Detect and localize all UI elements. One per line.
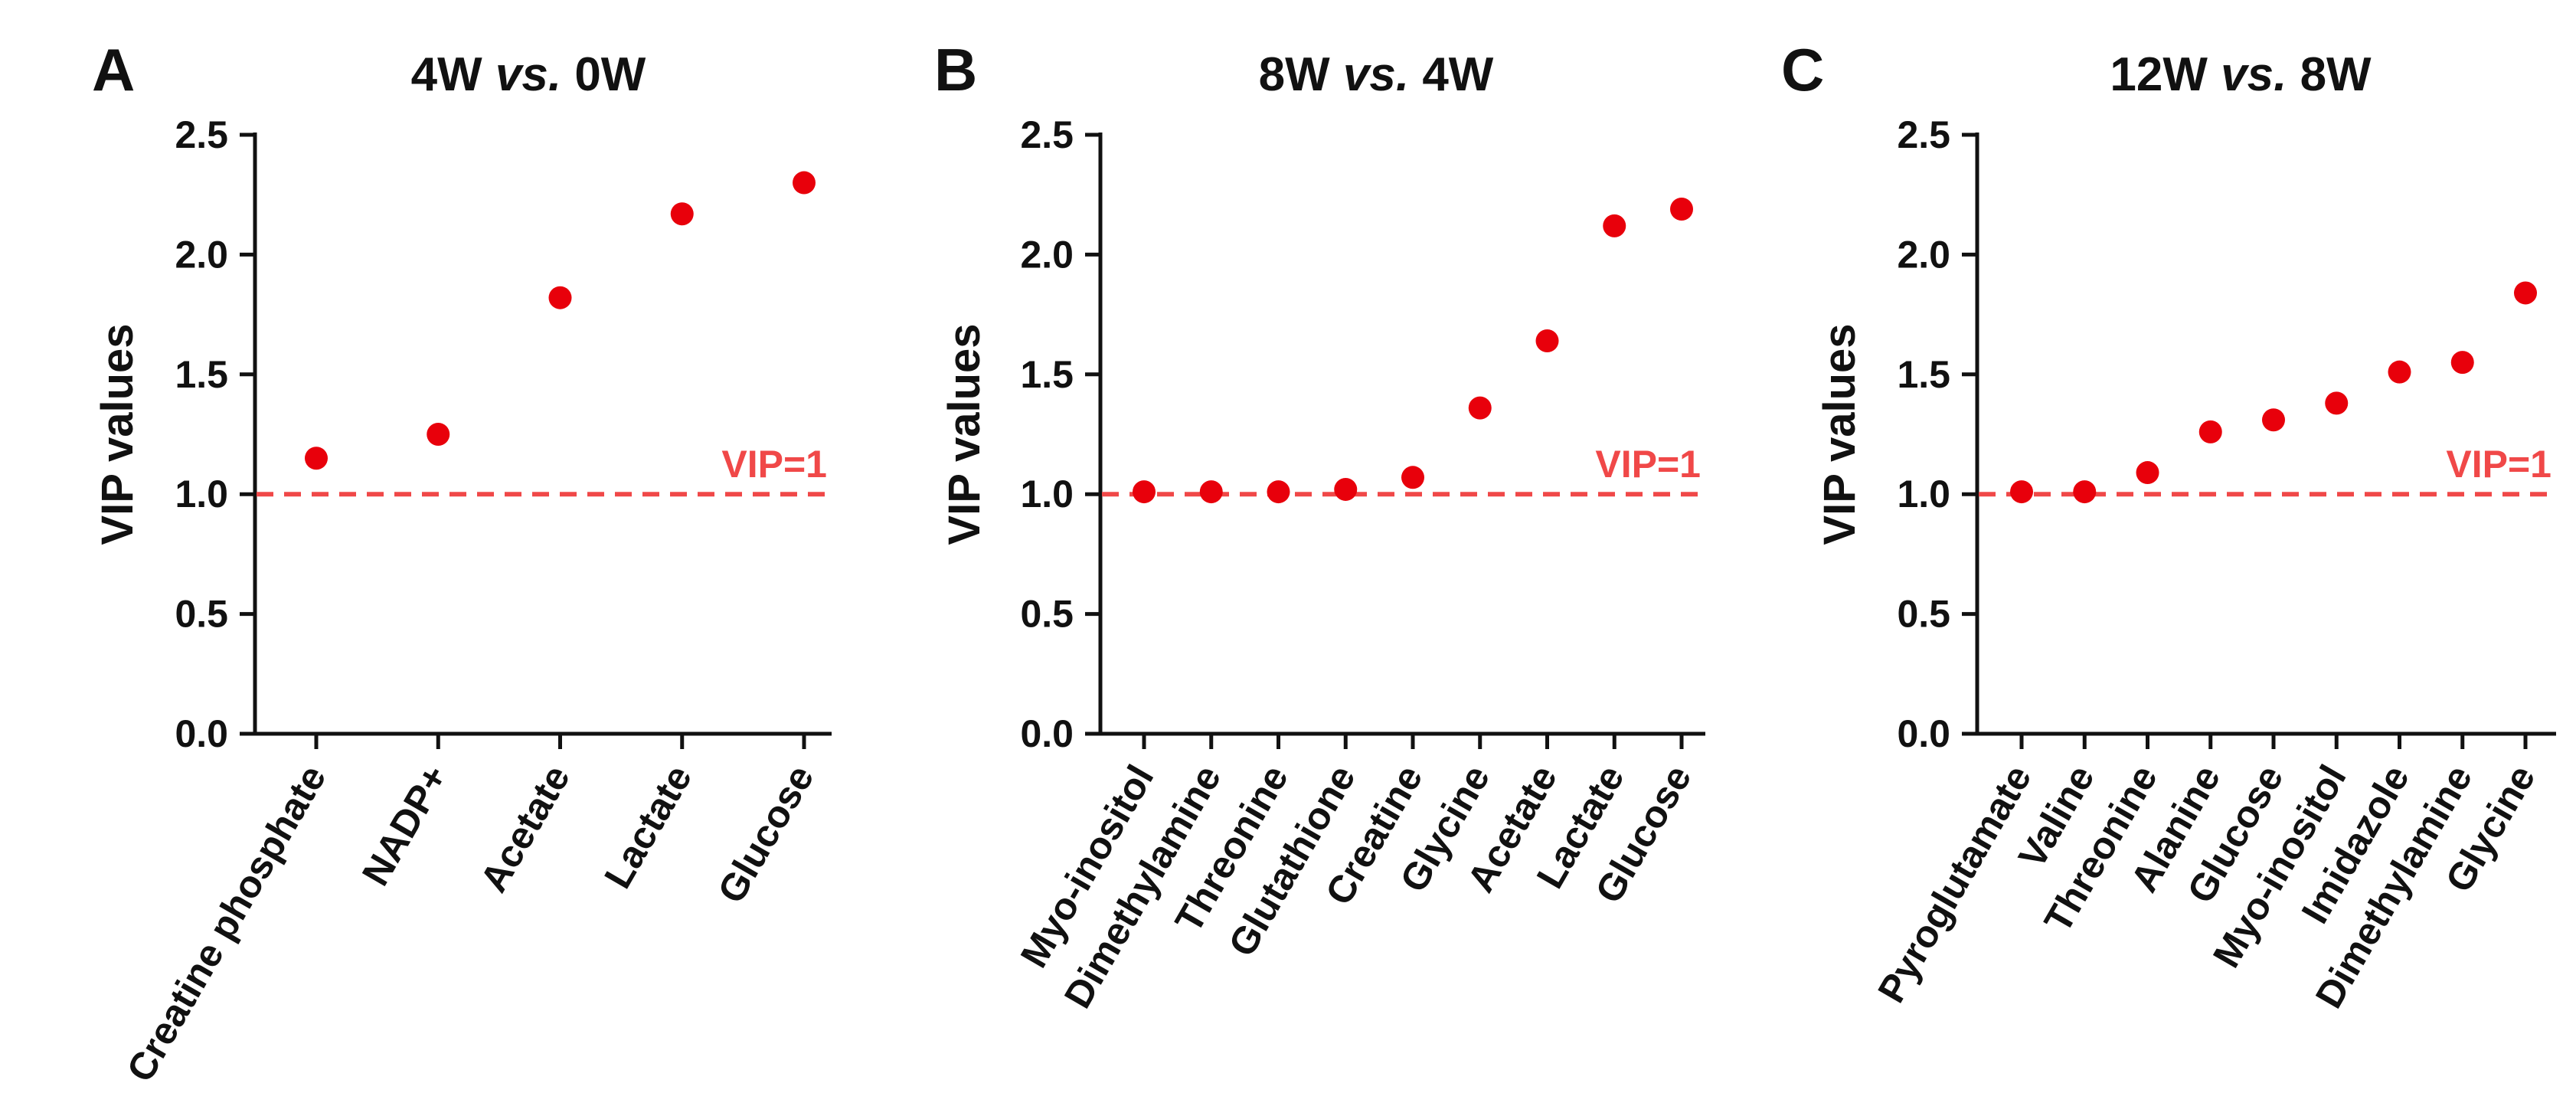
x-tick-label: Pyroglutamate: [1869, 758, 2039, 1010]
y-tick-label: 1.5: [175, 353, 228, 396]
y-tick-label: 2.0: [175, 233, 228, 276]
y-axis-label: VIP values: [93, 323, 142, 545]
data-point: [548, 286, 572, 309]
data-point: [1401, 466, 1424, 489]
y-tick-label: 0.5: [175, 593, 228, 636]
y-axis-label: VIP values: [940, 323, 989, 545]
data-point: [1468, 396, 1492, 420]
panel-b: B 8W vs. 4W VIP values 0.0 0.5 1.0 1.5 2.0 2.5 VI…: [934, 36, 1705, 1016]
y-tick-label: 1.5: [1897, 353, 1950, 396]
y-tick-label: 0.0: [175, 712, 228, 755]
y-tick-label: 1.0: [175, 473, 228, 515]
x-tick-label: Creatine phosphate: [119, 758, 335, 1089]
y-tick-label: 0.0: [1020, 712, 1074, 755]
title-vs: vs.: [1343, 48, 1409, 101]
data-point: [2198, 420, 2222, 443]
panel-letter: A: [92, 36, 135, 103]
y-tick-label: 1.5: [1020, 353, 1074, 396]
data-point: [1334, 477, 1358, 501]
data-point: [2514, 281, 2537, 305]
x-tick-label: Acetate: [472, 758, 578, 899]
vip-reference-label: VIP=1: [721, 443, 827, 486]
data-point: [1670, 197, 1693, 221]
y-tick-label: 1.0: [1020, 473, 1074, 515]
vip-reference-label: VIP=1: [1595, 443, 1701, 486]
y-axis-label: VIP values: [1815, 323, 1865, 545]
data-point: [2010, 480, 2033, 504]
y-tick-label: 2.5: [1020, 113, 1074, 156]
title-vs: vs.: [2221, 48, 2287, 101]
title-suffix: 4W: [1409, 48, 1494, 101]
data-point: [2073, 480, 2097, 504]
y-tick-label: 0.0: [1897, 712, 1950, 755]
panel-title: 4W vs. 0W: [411, 48, 646, 101]
x-tick-label: Lactate: [596, 758, 700, 896]
y-tick-label: 2.0: [1020, 233, 1074, 276]
y-tick-label: 2.5: [1897, 113, 1950, 156]
title-prefix: 8W: [1259, 48, 1343, 101]
data-point: [670, 202, 694, 226]
panel-letter: B: [934, 36, 977, 103]
data-point: [427, 423, 450, 446]
y-tick-label: 0.5: [1897, 593, 1950, 636]
panel-title: 12W vs. 8W: [2110, 48, 2372, 101]
title-suffix: 0W: [561, 48, 646, 101]
x-tick-label: Glucose: [709, 758, 822, 911]
data-point: [305, 447, 328, 470]
x-tick-label: NADP+: [354, 758, 456, 893]
data-point: [2136, 461, 2159, 485]
data-point: [2450, 351, 2474, 375]
data-point: [2388, 360, 2411, 384]
title-prefix: 12W: [2110, 48, 2221, 101]
data-point: [1199, 480, 1223, 504]
panel-c: C 12W vs. 8W VIP values 0.0 0.5 1.0 1.5 2.0 2.5 V…: [1781, 36, 2556, 1016]
panel-letter: C: [1781, 36, 1824, 103]
panel-title: 8W vs. 4W: [1259, 48, 1494, 101]
title-vs: vs.: [495, 48, 561, 101]
title-prefix: 4W: [411, 48, 495, 101]
y-tick-label: 2.0: [1897, 233, 1950, 276]
title-suffix: 8W: [2287, 48, 2372, 101]
y-tick-label: 0.5: [1020, 593, 1074, 636]
data-point: [1133, 480, 1156, 504]
data-point: [2325, 391, 2349, 415]
data-point: [793, 171, 816, 195]
vip-reference-label: VIP=1: [2446, 443, 2551, 486]
panel-a: A 4W vs. 0W VIP values 0.0 0.5 1.0 1.5 2.0 2.5 VI…: [92, 36, 832, 1089]
data-point: [1603, 214, 1626, 237]
data-point: [2262, 408, 2285, 432]
data-point: [1535, 329, 1559, 353]
data-point: [1267, 480, 1290, 504]
y-tick-label: 1.0: [1897, 473, 1950, 515]
y-tick-label: 2.5: [175, 113, 228, 156]
